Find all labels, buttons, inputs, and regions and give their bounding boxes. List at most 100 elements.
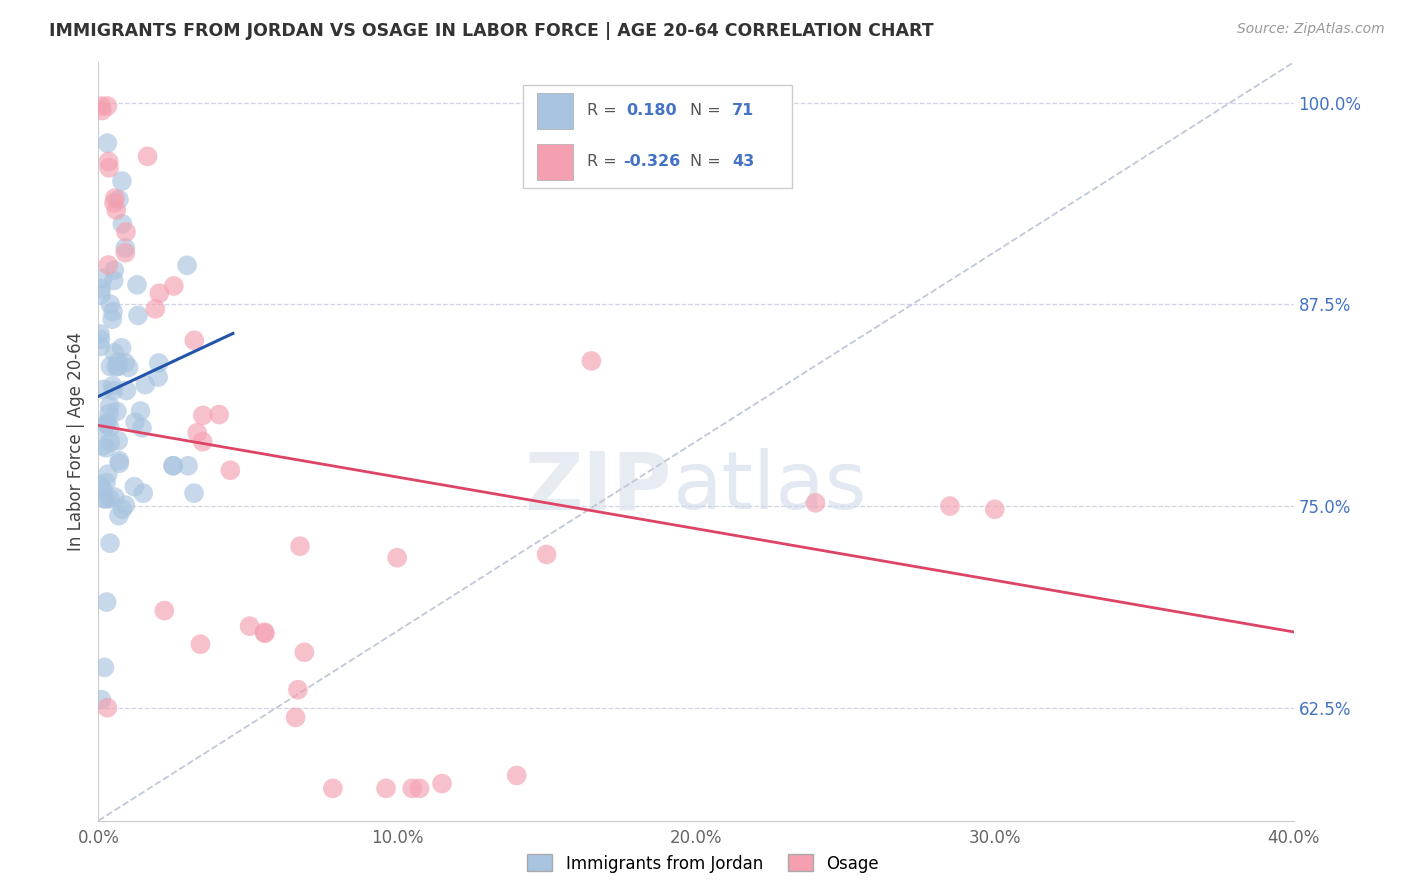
Point: [89, 339, 111, 353]
Text: IMMIGRANTS FROM JORDAN VS OSAGE IN LABOR FORCE | AGE 20-64 CORRELATION CHART: IMMIGRANTS FROM JORDAN VS OSAGE IN LABOR…: [49, 22, 934, 40]
Point: [939, 499, 962, 513]
Point: [430, 776, 453, 790]
Point: [93, 383, 115, 397]
Point: [114, 498, 136, 512]
Point: [136, 149, 159, 163]
Point: [90, 692, 112, 706]
Point: [103, 384, 125, 398]
Point: [110, 341, 132, 355]
Text: 71: 71: [733, 103, 754, 119]
Point: [124, 415, 146, 429]
Point: [91, 482, 114, 496]
Point: [190, 637, 212, 651]
Point: [90, 282, 112, 296]
Text: 0.180: 0.180: [627, 103, 678, 119]
Point: [117, 360, 139, 375]
Point: [114, 245, 136, 260]
Point: [506, 768, 529, 782]
Point: [105, 359, 128, 374]
Point: [98, 161, 121, 175]
Point: [96, 416, 118, 430]
Point: [183, 334, 205, 348]
Point: [385, 550, 409, 565]
Point: [239, 619, 262, 633]
Point: [127, 309, 149, 323]
Point: [103, 196, 125, 211]
Point: [322, 781, 344, 796]
Point: [96, 595, 118, 609]
Point: [104, 191, 127, 205]
Point: [93, 491, 115, 506]
Point: [984, 502, 1007, 516]
Point: [96, 700, 118, 714]
Point: [100, 435, 122, 450]
Point: [191, 434, 214, 449]
Text: N =: N =: [690, 154, 725, 169]
Y-axis label: In Labor Force | Age 20-64: In Labor Force | Age 20-64: [66, 332, 84, 551]
Point: [125, 277, 148, 292]
Point: [93, 660, 115, 674]
Point: [105, 404, 128, 418]
Point: [91, 439, 114, 453]
Point: [103, 346, 125, 360]
Point: [148, 370, 170, 384]
Point: [148, 356, 170, 370]
Point: [98, 491, 121, 506]
Point: [90, 99, 112, 113]
Point: [97, 154, 120, 169]
Point: [115, 384, 138, 398]
FancyBboxPatch shape: [523, 85, 792, 187]
Point: [253, 626, 276, 640]
Point: [253, 625, 276, 640]
Point: [90, 287, 112, 301]
Text: ZIP: ZIP: [524, 448, 672, 526]
Point: [97, 467, 120, 482]
Point: [94, 475, 117, 490]
Point: [103, 274, 125, 288]
Point: [124, 480, 146, 494]
Point: [408, 781, 430, 796]
Point: [153, 604, 176, 618]
Point: [93, 421, 115, 435]
Point: [96, 417, 118, 431]
Point: [91, 103, 114, 118]
Point: [96, 99, 118, 113]
Point: [111, 502, 134, 516]
Point: [186, 425, 208, 440]
Point: [114, 241, 136, 255]
Text: 43: 43: [733, 154, 754, 169]
Point: [129, 404, 152, 418]
Point: [98, 359, 121, 374]
Point: [101, 379, 124, 393]
FancyBboxPatch shape: [537, 144, 572, 180]
Point: [98, 536, 121, 550]
Point: [208, 408, 231, 422]
Text: atlas: atlas: [672, 448, 866, 526]
Point: [134, 377, 156, 392]
Text: N =: N =: [690, 103, 725, 119]
Point: [96, 136, 118, 150]
Point: [89, 479, 111, 493]
Point: [111, 174, 134, 188]
Point: [804, 496, 827, 510]
Point: [108, 456, 131, 470]
Text: Source: ZipAtlas.com: Source: ZipAtlas.com: [1237, 22, 1385, 37]
Point: [176, 258, 198, 272]
Point: [375, 781, 398, 796]
Point: [183, 486, 205, 500]
Point: [91, 271, 114, 285]
FancyBboxPatch shape: [537, 93, 572, 129]
Point: [101, 304, 124, 318]
Text: R =: R =: [588, 103, 621, 119]
Point: [132, 486, 155, 500]
Point: [107, 434, 129, 448]
Point: [115, 225, 138, 239]
Point: [103, 263, 125, 277]
Point: [287, 682, 309, 697]
Point: [288, 539, 311, 553]
Point: [191, 409, 214, 423]
Point: [162, 458, 184, 473]
Point: [107, 359, 129, 374]
Point: [177, 458, 200, 473]
Legend: Immigrants from Jordan, Osage: Immigrants from Jordan, Osage: [520, 847, 886, 880]
